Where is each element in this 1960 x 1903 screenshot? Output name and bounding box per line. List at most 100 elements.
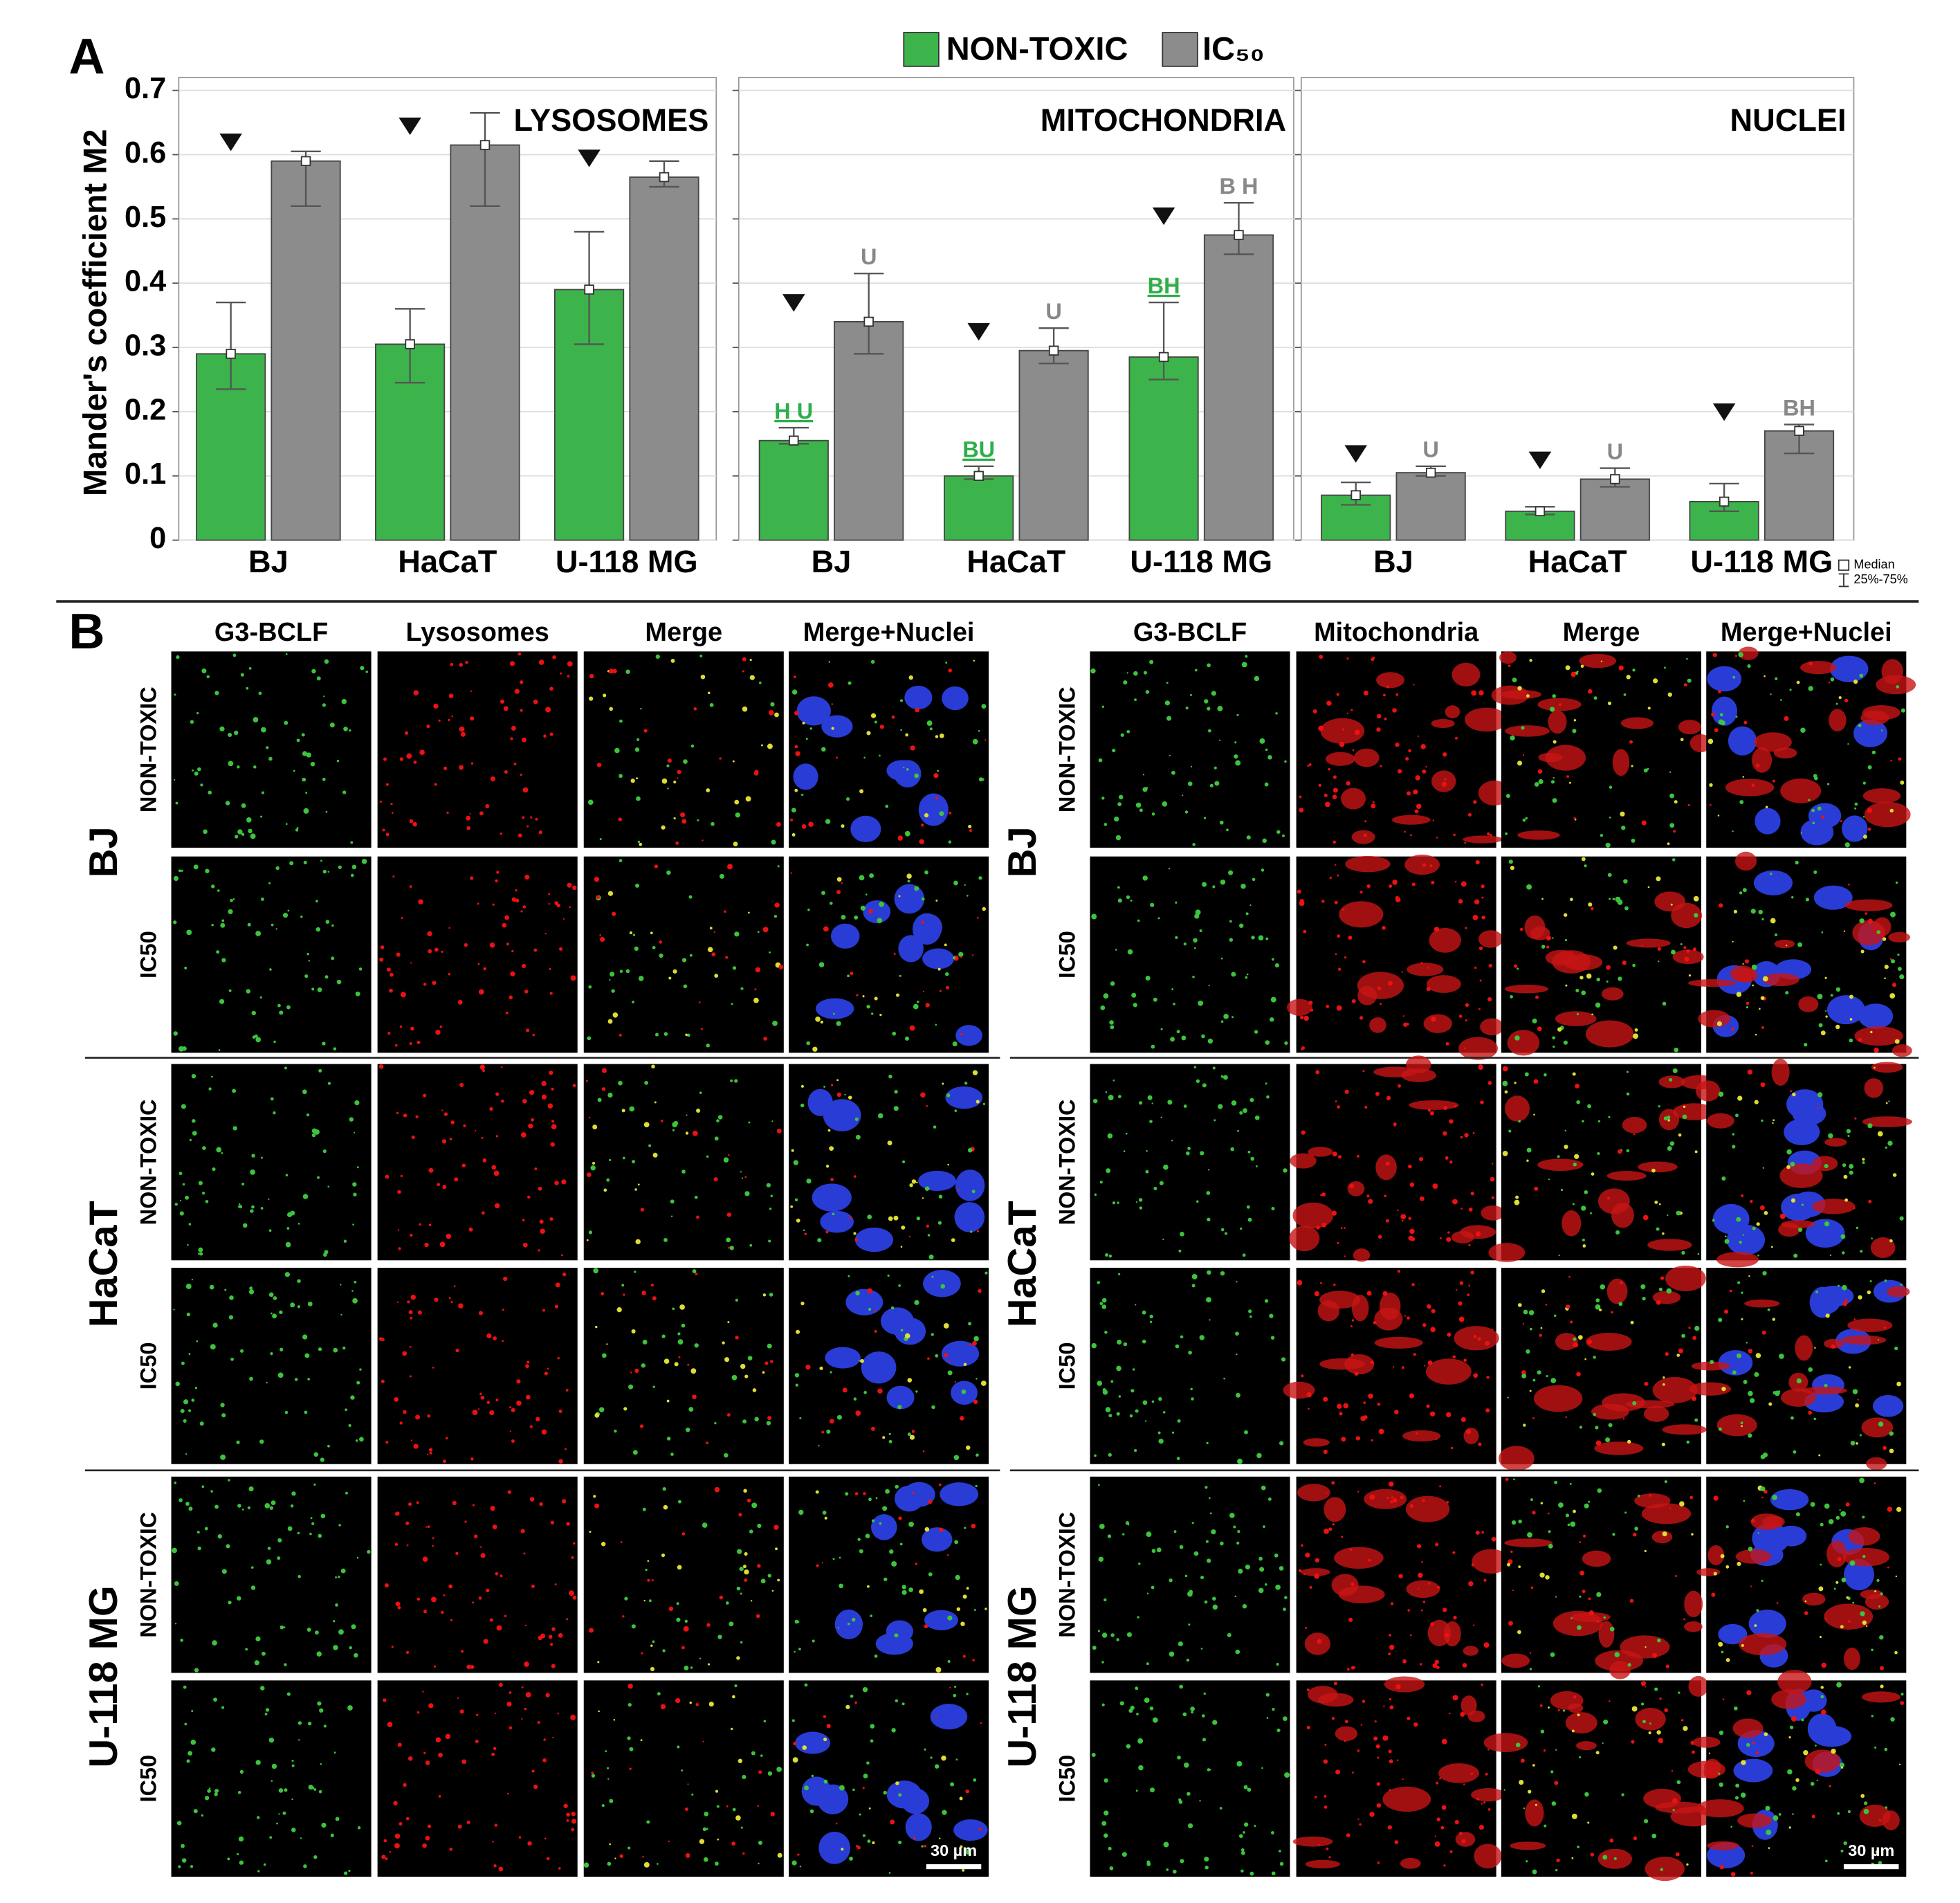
signal-dot [908,675,913,680]
signal-dot [327,1185,330,1188]
mitochondria-blob [1364,1488,1407,1509]
signal-dot [1732,1370,1737,1375]
signal-dot [311,668,316,674]
signal-dot [735,1298,738,1302]
scale-bar-label: 30 µm [1848,1841,1894,1859]
signal-dot [1722,1698,1725,1700]
signal-dot [1331,1481,1335,1485]
signal-dot [1570,671,1577,677]
mitochondria-blob [1862,788,1901,803]
signal-dot [754,988,757,991]
signal-dot [1526,1147,1532,1153]
signal-dot [812,1639,815,1643]
signal-dot [205,868,210,873]
signal-dot [636,796,641,801]
signal-dot [449,1848,453,1851]
signal-dot [915,1390,918,1393]
signal-dot [795,751,800,756]
signal-dot [1539,1704,1543,1707]
signal-dot [544,1372,548,1376]
signal-dot [320,1513,326,1519]
signal-dot [823,1738,827,1742]
signal-dot [1243,1831,1245,1834]
signal-dot [181,869,183,872]
signal-dot [533,699,538,704]
signal-dot [470,690,473,693]
signal-dot [676,1602,679,1605]
mitochondria-blob [1563,954,1603,971]
signal-dot [950,1782,955,1787]
signal-dot [844,1093,846,1096]
signal-dot [1575,1083,1580,1089]
signal-dot [504,1614,507,1617]
signal-dot [1378,1428,1384,1435]
column-header: Merge [1563,618,1640,647]
signal-dot [1123,1150,1126,1153]
signal-dot [702,1740,704,1742]
signal-dot [1473,1373,1478,1378]
signal-dot [1878,1605,1881,1608]
mitochondria-blob [1400,1857,1421,1869]
signal-dot [821,1562,824,1564]
signal-dot [1401,1219,1404,1222]
signal-dot [1447,1231,1450,1234]
signal-dot [1845,1502,1850,1507]
signal-dot [479,1064,485,1070]
x-tick-label: HaCaT [398,544,497,579]
micrograph [1292,1676,1505,1877]
signal-dot [798,1648,801,1650]
image-background [1501,1064,1702,1261]
signal-dot [868,1497,872,1502]
signal-dot [909,1025,915,1031]
signal-dot [1746,1742,1750,1747]
signal-dot [641,1291,646,1295]
signal-dot [931,1405,935,1410]
signal-dot [921,920,925,925]
signal-dot [552,655,556,659]
signal-dot [1115,949,1117,951]
signal-dot [298,1739,300,1741]
signal-dot [1439,1485,1442,1488]
signal-dot [836,877,842,882]
mitochondria-blob [1844,1647,1860,1670]
signal-dot [1487,832,1490,836]
signal-dot [1884,965,1889,969]
signal-dot [686,1114,688,1116]
signal-dot [457,1824,462,1829]
mitochondria-blob [1866,1457,1887,1470]
nucleus [1784,1118,1820,1145]
signal-dot [729,1246,734,1250]
signal-dot [1640,1284,1646,1289]
signal-dot [1596,1592,1602,1597]
signal-dot [317,1176,320,1179]
signal-dot [751,1502,758,1509]
signal-dot [178,1172,183,1176]
signal-dot [489,1107,493,1111]
signal-dot [271,1500,276,1506]
signal-dot [1824,1010,1827,1012]
signal-dot [1521,1758,1525,1763]
signal-dot [947,1370,953,1376]
signal-dot [285,1241,291,1248]
signal-dot [945,972,949,976]
signal-dot [1171,988,1174,990]
signal-dot [1370,1360,1374,1365]
image-background [171,1680,372,1877]
signal-dot [1211,1529,1216,1535]
signal-dot [1190,1387,1193,1391]
signal-dot [348,1869,351,1873]
signal-dot [493,1336,497,1340]
signal-dot [823,1085,826,1088]
signal-dot [1867,918,1873,924]
signal-dot [432,1367,434,1369]
mitochondria-blob [1771,1689,1806,1709]
signal-dot [1608,1116,1611,1118]
mitochondria-blob [1870,1237,1896,1258]
signal-dot [1452,1551,1456,1554]
signal-dot [204,1527,208,1531]
signal-dot [539,1502,543,1506]
signal-dot [1440,1825,1445,1830]
signal-dot [822,1511,827,1515]
signal-dot [1888,1100,1890,1102]
signal-dot [1606,965,1611,970]
